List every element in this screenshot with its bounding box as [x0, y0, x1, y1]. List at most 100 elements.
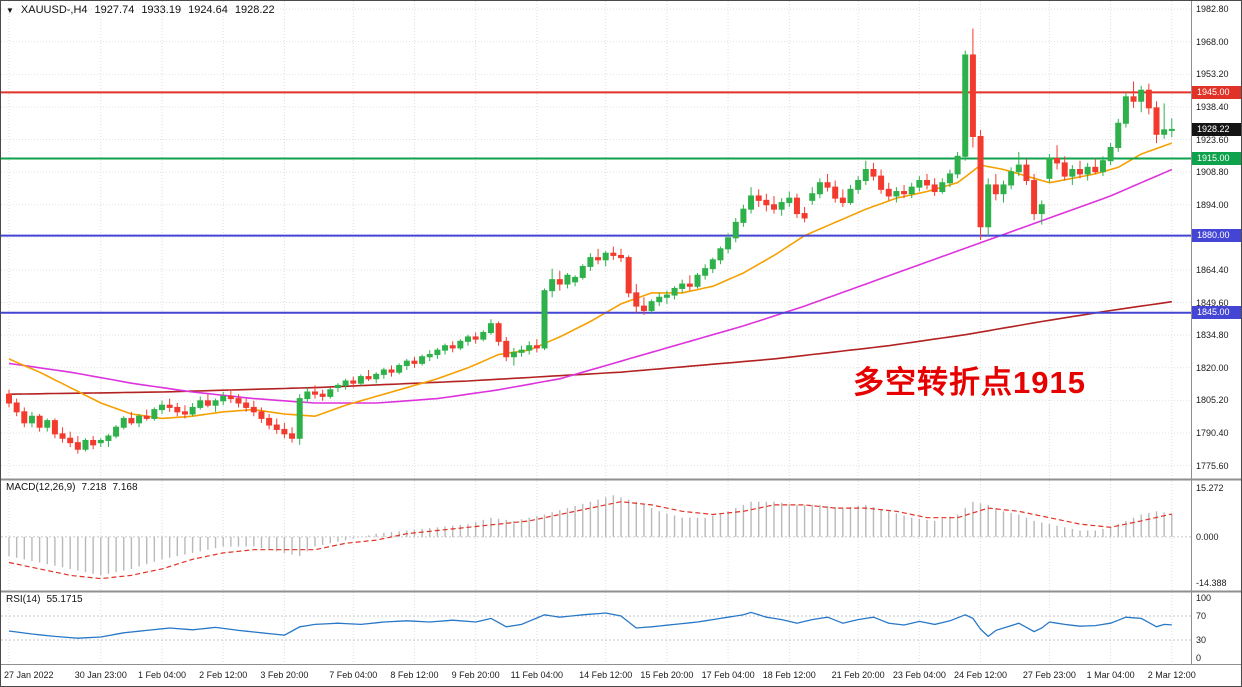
candle-body — [618, 254, 624, 259]
candle-body — [572, 276, 579, 283]
macd-name: MACD(12,26,9) — [6, 482, 76, 493]
candle-body — [319, 393, 326, 397]
candle-body — [1046, 157, 1053, 179]
candle-body — [702, 268, 709, 276]
candle-body — [334, 384, 341, 389]
time-axis-label: 9 Feb 20:00 — [451, 670, 500, 680]
candle-body — [36, 415, 43, 428]
candle-body — [227, 395, 234, 400]
candle-body — [809, 193, 816, 201]
candle-body — [847, 188, 854, 204]
macd-value-main: 7.218 — [81, 482, 107, 493]
candle-body — [442, 345, 449, 351]
candle-body — [755, 195, 762, 201]
candle-body — [656, 296, 663, 303]
chart-dropdown-icon[interactable]: ▼ — [6, 5, 14, 15]
candle-body — [985, 184, 992, 228]
candle-body — [885, 188, 892, 197]
candle-body — [855, 180, 862, 190]
current-price-badge: 1928.22 — [1192, 122, 1241, 136]
candle-body — [549, 279, 556, 292]
candle-body — [1038, 204, 1045, 215]
candle-body — [908, 186, 915, 195]
candle-body — [181, 411, 188, 415]
candle-body — [495, 323, 502, 342]
candle-body — [686, 283, 693, 287]
candle-body — [357, 376, 364, 384]
macd-axis-label: 0.000 — [1196, 531, 1219, 542]
candle-body — [396, 365, 403, 373]
annotation-text-1915[interactable]: 多空转折点1915 — [853, 365, 1086, 400]
time-axis-label: 21 Feb 20:00 — [831, 670, 885, 680]
ma-line-slow — [8, 300, 1172, 395]
candle-body — [717, 248, 724, 261]
macd-value-signal: 7.168 — [112, 482, 138, 493]
rsi-indicator-label: RSI(14) 55.1715 — [6, 594, 83, 605]
candle-body — [327, 389, 334, 397]
candle-body — [992, 184, 999, 195]
candle-body — [870, 169, 877, 177]
candle-body — [1122, 96, 1129, 124]
candle-body — [694, 274, 701, 287]
ohlc-high: 1933.19 — [141, 4, 182, 16]
candle-body — [480, 332, 487, 340]
time-axis-label: 2 Feb 12:00 — [199, 670, 248, 680]
time-axis-label: 1 Feb 04:00 — [137, 670, 187, 680]
candle-body — [281, 428, 288, 435]
ohlc-open: 1927.74 — [94, 4, 135, 16]
candle-body — [388, 369, 395, 373]
ohlc-low: 1924.64 — [188, 4, 228, 16]
candle-body — [136, 415, 143, 424]
candle-body — [44, 420, 51, 428]
time-axis-label: 1 Mar 04:00 — [1086, 670, 1135, 680]
symbol-ohlc-header: ▼ XAUUSD-,H4 1927.74 1933.19 1924.64 192… — [6, 4, 275, 16]
candle-body — [1092, 166, 1099, 173]
candle-body — [312, 391, 318, 395]
candle-body — [1153, 107, 1160, 135]
candle-body — [120, 417, 127, 428]
price-tick-label: 1834.80 — [1196, 330, 1229, 341]
time-axis-label: 27 Feb 23:00 — [1022, 670, 1076, 680]
candle-body — [709, 259, 716, 270]
candle-body — [878, 175, 885, 190]
macd-indicator-label: MACD(12,26,9) 7.218 7.168 — [6, 482, 138, 493]
time-axis-label: 18 Feb 12:00 — [762, 670, 816, 680]
candle-body — [732, 221, 739, 239]
price-tick-label: 1805.20 — [1196, 395, 1229, 406]
candle-body — [1161, 129, 1168, 135]
candle-body — [220, 395, 227, 402]
candle-body — [839, 197, 846, 204]
candle-body — [946, 173, 953, 184]
ohlc-close: 1928.22 — [234, 4, 275, 16]
candle-body — [679, 283, 686, 289]
candle-body — [763, 199, 770, 206]
price-badge-1845.00: 1845.00 — [1192, 306, 1241, 320]
candle-body — [1069, 169, 1076, 177]
price-tick-label: 1849.60 — [1196, 297, 1229, 308]
price-tick-label: 1982.80 — [1196, 4, 1229, 15]
candle-body — [403, 360, 410, 367]
candle-body — [625, 257, 632, 294]
candle-body — [243, 402, 250, 408]
candle-body — [258, 411, 265, 419]
candle-body — [816, 182, 823, 195]
candle-body — [434, 349, 441, 356]
candle-body — [916, 180, 923, 188]
candle-body — [1115, 122, 1122, 148]
candle-body — [51, 420, 58, 435]
candle-body — [771, 204, 777, 210]
candle-body — [1054, 157, 1061, 164]
candle-body — [778, 202, 785, 210]
candle-body — [1145, 89, 1152, 109]
candle-body — [90, 439, 97, 446]
candle-body — [939, 182, 946, 193]
candle-body — [189, 406, 196, 415]
candle-body — [931, 184, 938, 193]
candle-body — [740, 208, 747, 223]
candle-body — [793, 197, 800, 215]
candle-body — [59, 433, 66, 439]
price-tick-label: 1775.60 — [1196, 460, 1229, 471]
candle-body — [671, 287, 678, 296]
rsi-line — [8, 611, 1172, 639]
